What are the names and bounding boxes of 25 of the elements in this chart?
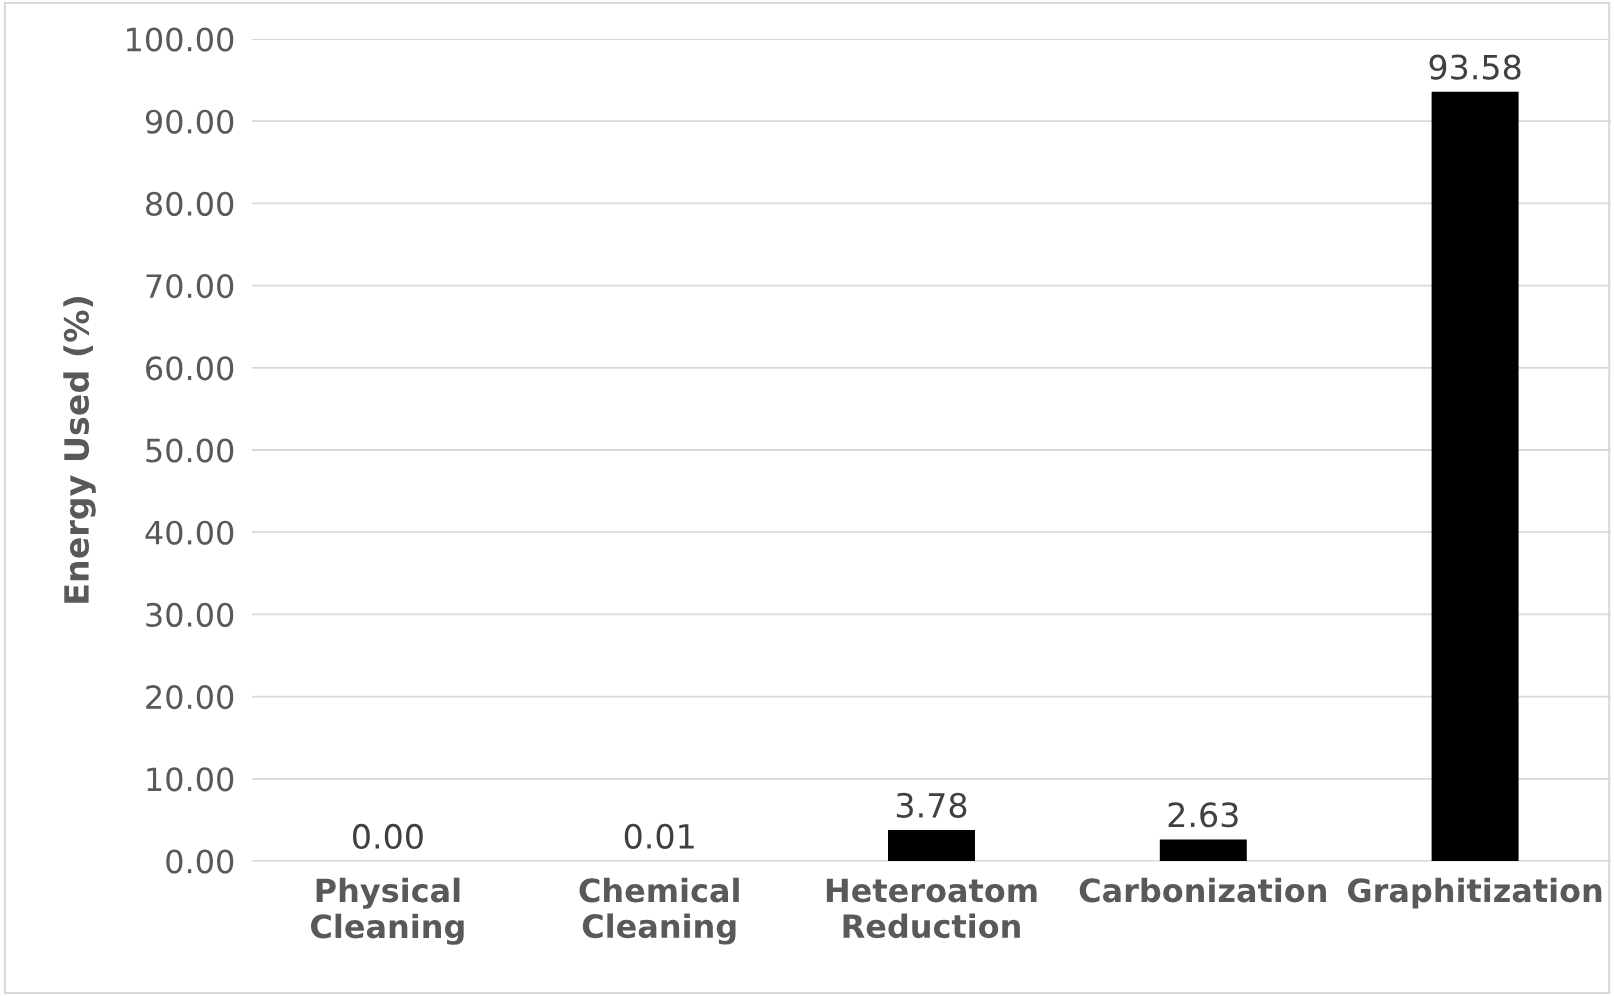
y-tick-label: 0.00 — [166, 849, 234, 874]
y-tick-label: 90.00 — [145, 109, 234, 134]
x-tick-label: Physical Cleaning — [311, 877, 464, 945]
data-label: 0.00 — [352, 823, 423, 849]
x-tick-label: Heteroatom Reduction — [826, 878, 1037, 939]
y-tick-label: 40.00 — [145, 520, 234, 545]
bar — [1159, 839, 1247, 861]
x-tick-label: Graphitization — [1348, 877, 1602, 909]
y-tick-label: 70.00 — [146, 274, 234, 299]
bar — [1431, 91, 1519, 861]
bar — [888, 829, 975, 861]
y-tick-label: 50.00 — [146, 438, 234, 463]
y-tick-label: 80.00 — [146, 191, 234, 216]
y-axis-title: Energy Used (%) — [63, 297, 96, 603]
data-label: 2.63 — [1168, 802, 1238, 828]
y-tick-label: 20.00 — [146, 685, 234, 710]
y-tick-label: 10.00 — [147, 767, 234, 792]
data-label: 0.01 — [624, 823, 694, 849]
data-label: 3.78 — [896, 792, 967, 818]
x-tick-label: Chemical Cleaning — [579, 877, 739, 945]
data-label: 93.58 — [1429, 54, 1521, 80]
y-tick-label: 30.00 — [146, 602, 234, 627]
y-tick-label: 60.00 — [146, 356, 234, 381]
x-tick-label: Carbonization — [1079, 877, 1326, 903]
y-tick-label: 100.00 — [127, 27, 234, 52]
